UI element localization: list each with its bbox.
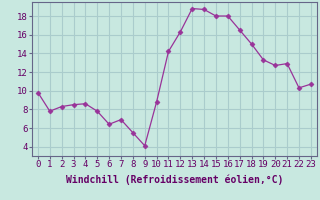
X-axis label: Windchill (Refroidissement éolien,°C): Windchill (Refroidissement éolien,°C) <box>66 175 283 185</box>
